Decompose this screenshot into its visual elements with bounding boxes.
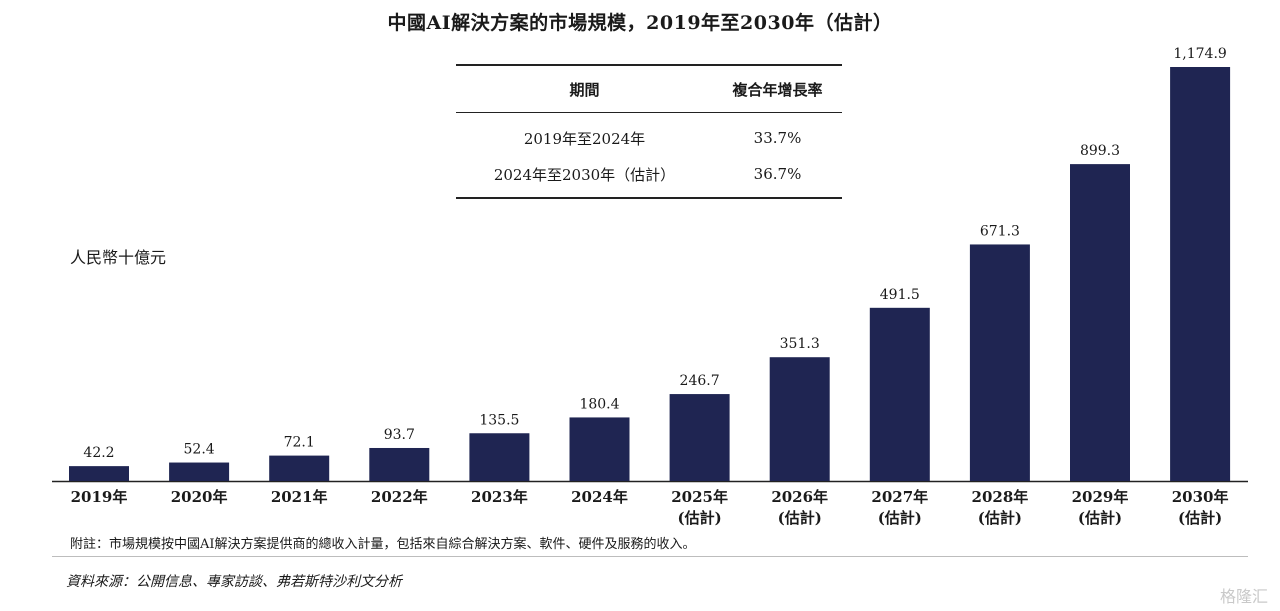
x-tick-label: 2027年 [871,488,928,506]
watermark-logo: 格隆汇 [1219,587,1268,606]
cagr-rate-cell: 33.7% [753,129,802,147]
bar-value-label: 246.7 [680,373,720,389]
bar-value-label: 52.4 [184,442,215,458]
x-tick-label: 2026年 [771,488,828,506]
x-tick-label: 2020年 [171,488,228,506]
bar [269,455,330,481]
cagr-period-cell: 2024年至2030年（估計） [493,165,676,184]
x-tick-label: 2019年 [71,488,128,506]
bar-value-label: 899.3 [1080,143,1120,159]
x-tick-label: (估計) [1078,509,1122,527]
x-tick-label: (估計) [978,509,1022,527]
bar [469,433,530,481]
cagr-table-header-row: 期間 複合年增長率 [456,65,842,113]
cagr-rate-cell: 36.7% [753,165,802,183]
bar [369,447,430,481]
bar [69,466,129,481]
bar [1070,164,1130,481]
x-tick-label: 2021年 [271,488,328,506]
x-tick-label: 2025年 [671,488,728,506]
x-tick-label: (估計) [778,509,822,527]
bar [169,462,230,481]
x-tick-label: 2023年 [471,488,528,506]
bar-value-label: 671.3 [980,223,1020,239]
bar-value-label: 180.4 [579,396,619,412]
bar-value-label: 42.2 [83,445,114,461]
bar [969,244,1030,481]
x-tick-label: (估計) [1178,509,1222,527]
x-tick-label: (估計) [878,509,922,527]
source-note: 資料來源：公開信息、專家訪談、弗若斯特沙利文分析 [66,574,402,590]
footnote-divider [52,556,1248,557]
bar [1170,67,1231,481]
bar-value-label: 72.1 [284,435,315,451]
x-tick-label: 2029年 [1072,488,1129,506]
bar [669,394,730,481]
cagr-header-period: 期間 [456,65,714,113]
bar [769,357,830,481]
bar-value-label: 93.7 [384,427,415,443]
y-axis-unit-label: 人民幣十億元 [70,248,167,267]
cagr-table-row: 2024年至2030年（估計） 36.7% [456,156,842,198]
bar-value-label: 351.3 [780,336,820,352]
cagr-table: 期間 複合年增長率 2019年至2024年 33.7% 2024年至2030年（… [456,64,842,199]
x-tick-label: 2024年 [571,488,628,506]
x-tick-label: (估計) [677,509,721,527]
bar-value-label: 1,174.9 [1173,46,1226,62]
cagr-header-rate: 複合年增長率 [713,65,842,113]
bar-value-label: 135.5 [479,412,519,428]
x-tick-label: 2022年 [371,488,428,506]
footnote: 附註：市場規模按中國AI解決方案提供商的總收入計量，包括來自綜合解決方案、軟件、… [70,537,696,552]
chart-title: 中國AI解決方案的市場規模，2019年至2030年（估計） [387,12,893,34]
bar [869,307,930,481]
cagr-period-cell: 2019年至2024年 [523,129,646,148]
x-tick-label: 2028年 [972,488,1029,506]
bar [569,417,630,481]
cagr-table-row: 2019年至2024年 33.7% [456,113,842,157]
x-tick-label: 2030年 [1172,488,1229,506]
bar-value-label: 491.5 [880,287,920,303]
